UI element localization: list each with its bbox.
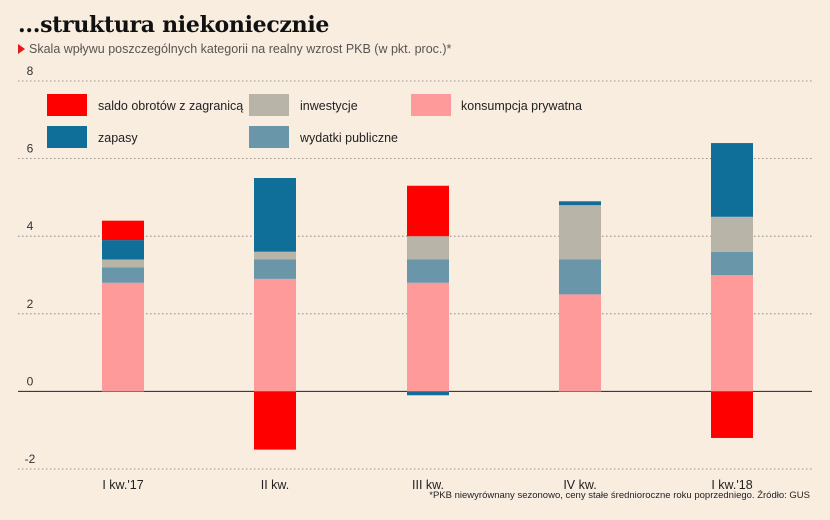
legend-label-wydatki: wydatki publiczne: [299, 131, 398, 145]
bar-segment-konsumpcja: [711, 275, 753, 392]
bar-segment-wydatki: [254, 259, 296, 279]
bar-segment-konsumpcja: [407, 282, 449, 392]
legend-label-konsumpcja: konsumpcja prywatna: [461, 99, 582, 113]
x-category-label: I kw.'17: [102, 478, 143, 492]
subtitle-text: Skala wpływu poszczególnych kategorii na…: [29, 42, 452, 56]
legend-swatch-wydatki: [249, 126, 289, 148]
bar-segment-konsumpcja: [559, 294, 601, 392]
bar-segment-konsumpcja: [102, 282, 144, 392]
bar-segment-inwestycje: [711, 216, 753, 252]
legend-label-zapasy: zapasy: [98, 131, 138, 145]
x-category-label: III kw.: [412, 478, 444, 492]
bar-segment-zapasy: [102, 240, 144, 260]
y-tick-label: 0: [27, 374, 34, 388]
y-tick-label: 6: [27, 142, 34, 156]
legend-swatch-inwestycje: [249, 94, 289, 116]
chart-subtitle: Skala wpływu poszczególnych kategorii na…: [18, 42, 451, 56]
y-tick-label: 2: [27, 297, 34, 311]
x-category-label: I kw.'18: [711, 478, 752, 492]
bar-segment-saldo: [102, 220, 144, 241]
bar-segment-inwestycje: [407, 236, 449, 260]
bar-segment-inwestycje: [559, 205, 601, 260]
bar-segment-wydatki: [711, 251, 753, 275]
bar-segment-inwestycje: [102, 259, 144, 268]
bar-segment-saldo: [407, 185, 449, 237]
chart-title: ...struktura niekoniecznie: [18, 12, 330, 38]
x-category-label: II kw.: [261, 478, 289, 492]
legend-label-saldo: saldo obrotów z zagranicą: [98, 99, 243, 113]
footnote-source: *PKB niewyrównany sezonowo, ceny stałe ś…: [429, 490, 810, 501]
bar-segment-zapasy: [254, 178, 296, 252]
bar-segment-inwestycje: [254, 251, 296, 260]
y-tick-label: 8: [27, 64, 34, 78]
bar-segment-konsumpcja: [254, 278, 296, 392]
bar-segment-wydatki: [102, 267, 144, 283]
bar-segment-saldo: [254, 391, 296, 450]
legend-swatch-saldo: [47, 94, 87, 116]
y-tick-label: 4: [27, 219, 34, 233]
y-tick-label: -2: [25, 452, 36, 466]
bar-segment-wydatki: [559, 259, 601, 295]
legend-swatch-konsumpcja: [411, 94, 451, 116]
bar-segment-wydatki: [407, 259, 449, 283]
triangle-marker-icon: [18, 44, 25, 54]
x-category-label: IV kw.: [563, 478, 596, 492]
bar-segment-zapasy: [559, 201, 601, 206]
bar-segment-zapasy: [711, 143, 753, 217]
bar-segment-zapasy: [407, 391, 449, 396]
bar-segment-saldo: [711, 391, 753, 438]
legend-label-inwestycje: inwestycje: [300, 99, 358, 113]
legend-swatch-zapasy: [47, 126, 87, 148]
